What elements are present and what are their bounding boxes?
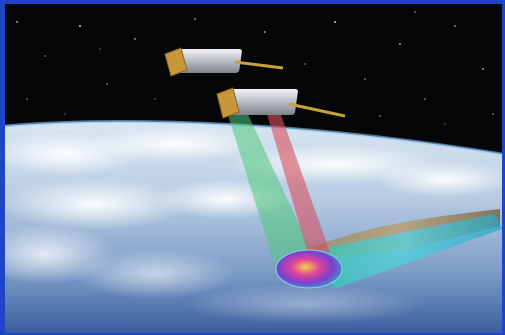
red-beam (267, 112, 330, 260)
satellite-earth-scene (5, 4, 502, 333)
atmosphere-glow (5, 120, 502, 156)
green-beam (227, 108, 315, 272)
satellite-lower (216, 87, 346, 119)
radar-swath (305, 214, 502, 289)
imaging-footprint (275, 249, 343, 289)
satellite-upper (164, 47, 284, 77)
